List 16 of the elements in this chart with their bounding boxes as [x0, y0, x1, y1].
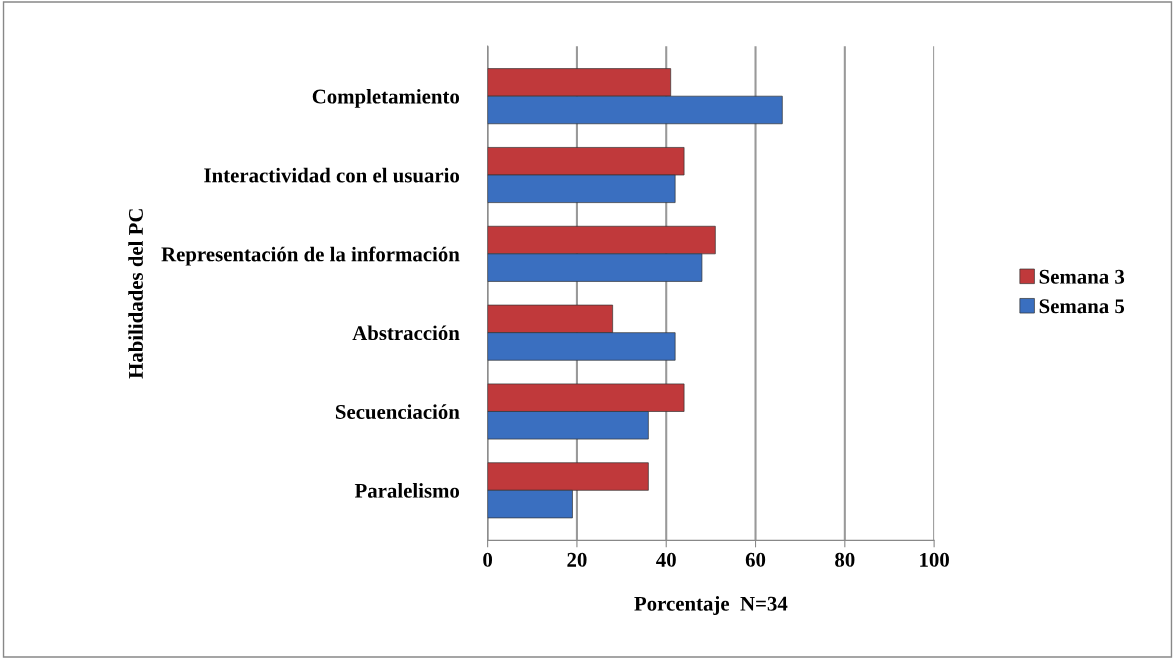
- x-tick-label: 80: [835, 552, 855, 567]
- x-tick-label: 0: [483, 552, 493, 567]
- y-tick-label: Interactividad con el usuario: [204, 167, 460, 183]
- x-axis-title: Porcentaje N=34: [634, 596, 788, 615]
- legend-label: Semana 3: [1039, 269, 1125, 284]
- y-tick-label: Paralelismo: [354, 483, 460, 498]
- y-tick-label: Abstracción: [352, 325, 460, 341]
- legend-label: Semana 5: [1039, 299, 1125, 314]
- y-tick-label: Representación de la información: [161, 246, 460, 266]
- y-tick-label: Secuenciación: [335, 404, 460, 419]
- x-tick-label: 40: [656, 552, 676, 567]
- y-axis-title: Habilidades del PC: [128, 209, 143, 379]
- y-tick-label: Completamiento: [312, 88, 460, 108]
- x-tick-label: 20: [567, 552, 587, 567]
- x-tick-label: 60: [745, 552, 766, 567]
- x-tick-label: 100: [920, 552, 949, 567]
